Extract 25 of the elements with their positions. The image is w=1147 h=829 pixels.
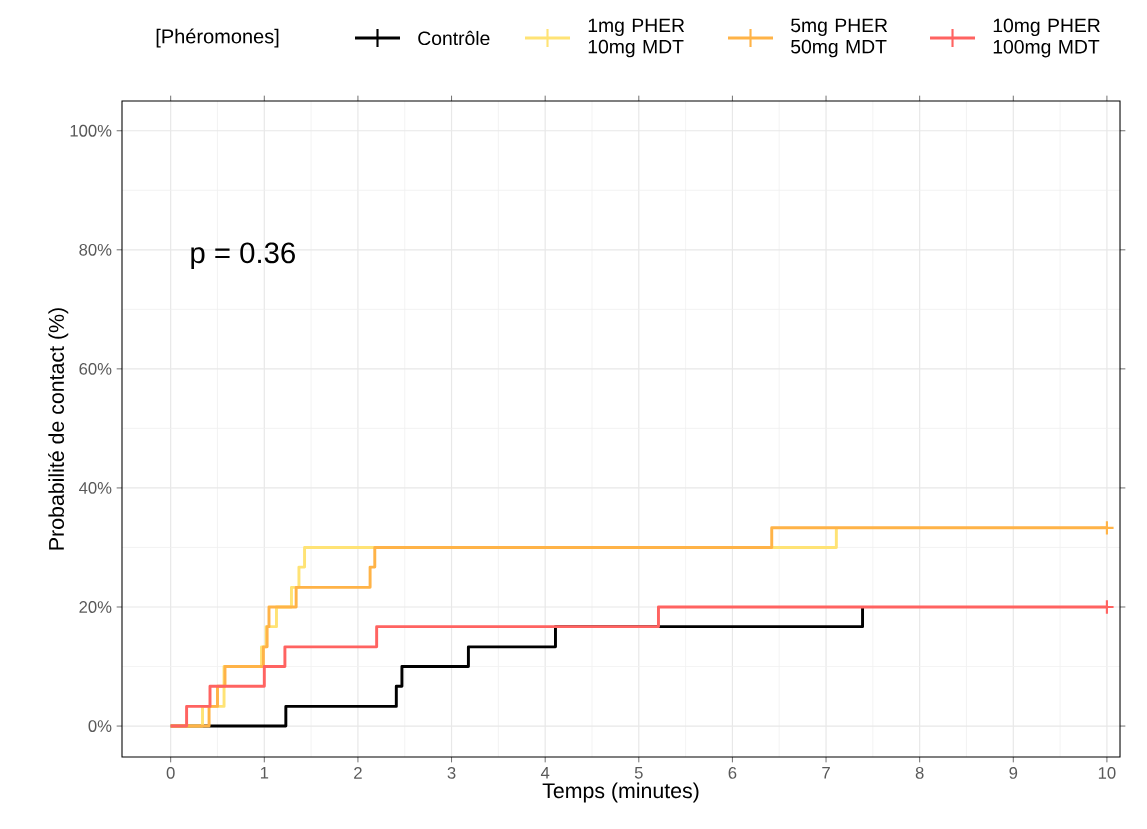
x-tick-label: 9 — [1009, 767, 1018, 779]
x-tick-label: 2 — [354, 767, 362, 779]
x-tick-label: 7 — [822, 767, 830, 779]
y-tick-label: 80% — [79, 243, 112, 256]
legend-label: 1mg PHER 10mg MDT — [588, 18, 685, 58]
x-tick-label: 10 — [1098, 767, 1116, 779]
x-tick-label: 3 — [447, 767, 456, 779]
x-tick-label: 4 — [540, 767, 550, 779]
x-tick-label: 5 — [634, 767, 643, 779]
legend-title: [Phéromones] — [156, 28, 279, 48]
y-tick-label: 20% — [79, 601, 112, 613]
y-tick-label: 100% — [70, 124, 112, 137]
x-tick-label: 6 — [728, 767, 737, 779]
legend-label: Contrôle — [418, 30, 490, 46]
y-tick-label: 40% — [78, 482, 112, 494]
x-tick-label: 8 — [915, 767, 924, 779]
y-tick-label: 0% — [88, 720, 112, 732]
x-tick-label: 1 — [260, 767, 269, 779]
y-axis-title: Probabilité de contact (%) — [48, 308, 69, 550]
legend-label: 10mg PHER 100mg MDT — [993, 18, 1100, 58]
x-tick-label: 0 — [166, 767, 175, 779]
legend-label: 5mg PHER 50mg MDT — [791, 18, 888, 58]
y-tick-label: 60% — [79, 362, 112, 375]
annotation: p = 0.36 — [191, 242, 295, 270]
x-axis-title: Temps (minutes) — [542, 782, 699, 803]
